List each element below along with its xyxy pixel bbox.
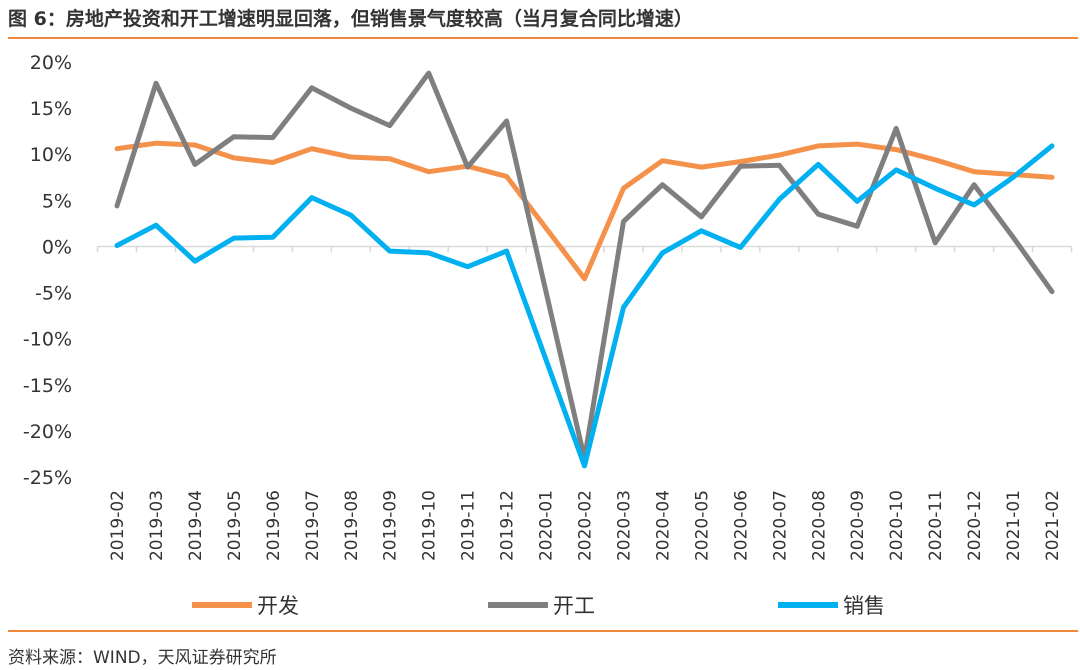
x-tick-label: 2019-03 [147,490,167,561]
x-axis-ticks: 2019-02 2019-03 2019-04 2019-05 2019-06 2019-… [108,490,1063,561]
y-tick-label: -25% [23,467,72,489]
x-tick-label: 2020-09 [848,490,868,561]
x-tick-label: 2020-04 [653,490,673,561]
x-tick-label: 2021-02 [1043,490,1063,561]
x-tick-label: 2020-11 [926,490,946,561]
x-tick-label: 2020-03 [614,490,634,561]
x-tick-label: 2020-06 [731,490,751,561]
title-rule [8,37,1078,39]
x-tick-label: 2019-05 [225,490,245,561]
x-tick-label: 2019-06 [264,490,284,561]
y-tick-label: 10% [30,144,72,166]
source-note: 资料来源：WIND，天风证券研究所 [8,648,277,668]
series-line [114,143,1055,469]
x-tick-label: 2019-11 [459,490,479,561]
figure-title: 图 6：房地产投资和开工增速明显回落，但销售景气度较高（当月复合同比增速） [8,8,693,30]
x-tick-label: 2021-01 [1004,490,1024,561]
x-tick-label: 2020-12 [965,490,985,561]
x-tick-label: 2020-10 [887,490,907,561]
x-tick-label: 2019-02 [108,490,128,561]
x-tick-label: 2019-07 [303,490,323,561]
x-tick-label: 2019-04 [186,490,206,561]
x-tick-label: 2020-05 [692,490,712,561]
y-tick-label: -10% [23,329,72,351]
y-tick-label: -15% [23,375,72,397]
y-axis-ticks: 20% 15% 10% 5% 0% -5% -10% -15% -20% -25% [23,52,72,489]
y-tick-label: 15% [30,98,72,120]
x-tick-label: 2019-09 [381,490,401,561]
series-line [114,70,1055,462]
y-tick-label: 0% [42,236,72,258]
x-tick-label: 2020-07 [770,490,790,561]
x-tick-label: 2019-08 [342,490,362,561]
x-tick-label: 2020-02 [576,490,596,561]
legend-label: 开工 [553,594,595,618]
x-axis [96,245,1073,253]
y-tick-label: 5% [42,190,72,212]
legend-label: 销售 [843,594,885,618]
legend-label: 开发 [257,594,299,618]
x-tick-label: 2020-01 [537,490,557,561]
series-line [114,140,1055,282]
y-tick-label: -20% [23,421,72,443]
source-rule [8,630,1078,632]
legend: 开发 开工 销售 [192,594,885,618]
y-tick-label: -5% [35,283,72,305]
x-tick-label: 2020-08 [809,490,829,561]
series-lines [114,70,1055,469]
x-tick-label: 2019-12 [498,490,518,561]
x-tick-label: 2019-10 [420,490,440,561]
y-tick-label: 20% [30,52,72,74]
